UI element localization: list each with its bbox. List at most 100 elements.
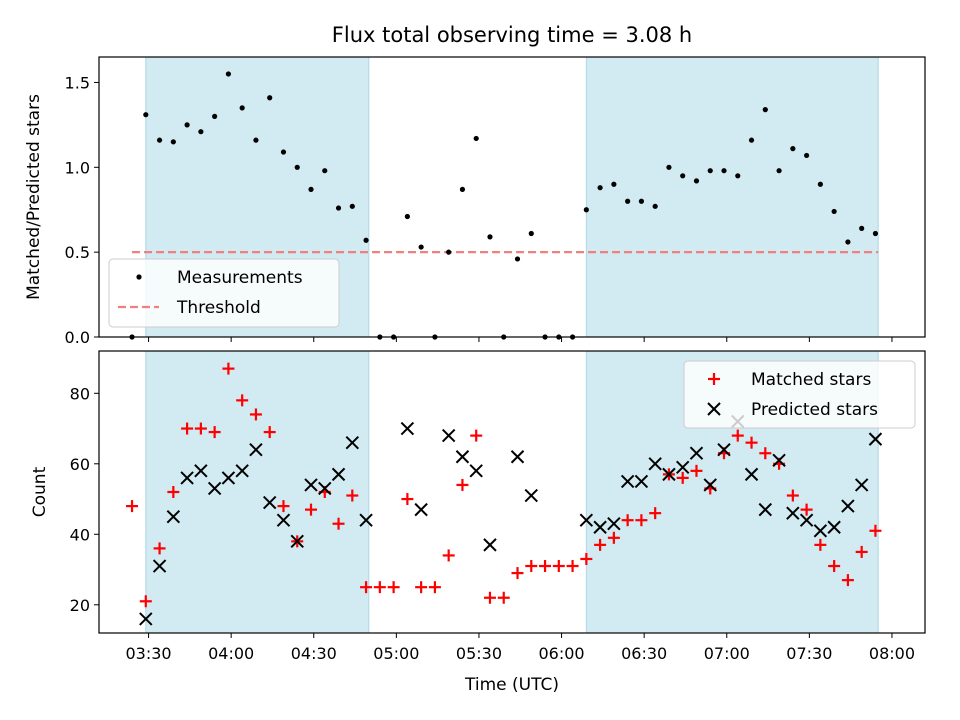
counts-ytick-label: 40 [70,525,90,544]
measurement-point [487,234,493,240]
matched-star-point [580,552,593,565]
counts-xtick-label: 08:00 [869,644,915,663]
predicted-star-point [400,421,415,436]
legend-threshold-label: Threshold [176,298,261,318]
matched-star-point [607,531,620,544]
x-axis-label: Time (UTC) [464,675,559,695]
predicted-star-point [414,502,428,517]
measurement-point [625,198,631,204]
ratio-legend-box [108,258,340,328]
counts-ytick-label: 80 [70,384,90,403]
measurement-point [804,152,810,159]
ratio-shaded-band-1 [585,56,879,338]
measurement-point [831,208,837,215]
matched-star-point [621,514,634,527]
measurement-point [198,129,204,135]
predicted-star-point [675,460,690,475]
matched-star-point [483,591,496,604]
matched-star-point [428,581,441,594]
measurement-points [129,71,879,340]
predicted-star-point [524,488,538,503]
matched-star-point [676,471,689,484]
predicted-star-point [772,453,786,467]
measurement-point [693,178,700,184]
predicted-star-point [152,559,167,573]
predicted-star-point [318,481,332,496]
measurement-point [322,168,328,174]
measurement-point [528,230,534,237]
predicted-star-point [841,499,855,513]
matched-star-point [745,436,758,449]
measurement-point [473,135,479,142]
predicted-star-point [868,432,883,446]
measurement-point [239,105,245,111]
predicted-star-point [139,612,153,626]
matched-star-point [635,514,648,527]
measurement-point [790,146,796,152]
predicted-star-point [359,513,373,527]
measurement-point [212,113,218,119]
ratio-ytick-label: 0.0 [65,328,90,347]
predicted-star-point [194,464,208,478]
ratio-ytick-label: 1.0 [65,158,90,177]
matched-star-point [456,478,469,491]
measurement-point [748,137,755,143]
matched-star-point [470,429,483,442]
matched-star-point [511,567,524,580]
matched-star-point [539,560,552,573]
matched-star-point [153,542,166,555]
predicted-star-point [744,467,759,482]
predicted-star-point [717,442,731,457]
counts-ytick-label: 20 [70,596,90,615]
predicted-star-point [813,524,828,538]
predicted-star-point [180,471,194,485]
measurement-point [335,205,342,211]
predicted-star-point [786,506,800,520]
measurement-point [267,95,273,101]
matched-star-point [277,500,290,513]
measurement-point [404,213,410,220]
predicted-star-point [290,534,304,549]
matched-star-point [332,517,345,530]
counts-shaded-bands [145,350,879,634]
counts-shaded-band-0 [145,350,370,634]
measurement-point [817,181,823,187]
counts-xtick-label: 06:30 [621,644,667,663]
matched-star-point [786,489,799,502]
matched-star-point [249,408,262,421]
legend-measurement-marker [136,274,142,280]
matched-star-point [828,560,841,573]
predicted-star-point [689,446,704,460]
matched-star-point [594,538,607,551]
predicted-star-point [166,509,181,524]
matched-star-point [139,595,152,608]
measurement-point [143,112,149,118]
figure-title: Flux total observing time = 3.08 h [332,23,692,47]
measurement-point [363,237,369,243]
predicted-star-point [579,513,594,527]
matched-star-point [167,486,180,498]
measurement-point [308,186,314,192]
measurement-point [349,203,355,209]
predicted-star-point [235,464,249,478]
measurement-point [872,230,879,237]
measurement-point [721,168,727,174]
legend-predicted-label: Predicted stars [751,400,878,420]
measurement-point [184,122,190,128]
counts-xtick-label: 07:30 [786,644,832,663]
predicted-star-point [345,435,360,450]
matched-star-point [497,591,510,604]
counts-xtick-label: 03:30 [126,644,172,663]
predicted-star-point [634,474,649,489]
matched-star-point [566,560,579,573]
ratio-x-ticks [148,337,893,342]
legend-matched-label: Matched stars [751,370,871,390]
ratio-y-ticks: 0.0 0.5 1.0 1.5 [65,73,99,347]
predicted-star-point [510,450,525,464]
matched-star-point [800,503,813,516]
measurement-point [652,203,658,209]
matched-star-point [415,581,428,594]
counts-xtick-label: 05:00 [373,644,419,663]
measurement-point [280,149,287,155]
